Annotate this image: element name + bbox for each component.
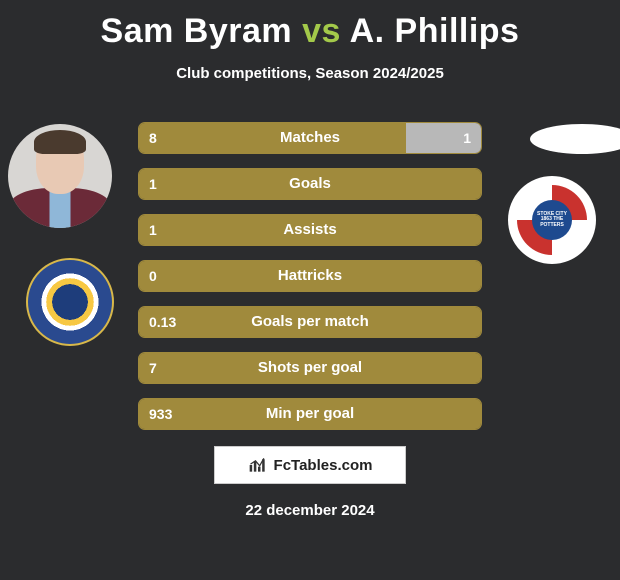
player1-name: Sam Byram [101, 12, 293, 50]
date-text: 22 december 2024 [0, 502, 620, 519]
player1-avatar [8, 124, 112, 228]
player2-name: A. Phillips [350, 12, 520, 50]
stat-label: Min per goal [139, 399, 481, 429]
subtitle: Club competitions, Season 2024/2025 [0, 65, 620, 82]
stat-row: 1Goals [138, 168, 482, 200]
player2-club-badge: STOKE CITY 1863 THE POTTERS [508, 176, 596, 264]
player1-club-badge [26, 258, 114, 346]
stat-label: Shots per goal [139, 353, 481, 383]
stat-label: Assists [139, 215, 481, 245]
stat-row: 0Hattricks [138, 260, 482, 292]
stat-label: Matches [139, 123, 481, 153]
stat-row: 81Matches [138, 122, 482, 154]
stats-bars: 81Matches 1Goals 1Assists 0Hattricks 0.13Goa… [138, 122, 482, 444]
player1-shirt [8, 188, 112, 228]
comparison-title: Sam Byram vs A. Phillips [0, 0, 620, 51]
stat-label: Hattricks [139, 261, 481, 291]
vs-text: vs [302, 12, 341, 50]
logo-text: FcTables.com [274, 457, 373, 474]
stoke-badge-center: STOKE CITY 1863 THE POTTERS [532, 200, 572, 240]
player1-hair [34, 130, 86, 154]
stat-label: Goals per match [139, 307, 481, 337]
stat-row: 933Min per goal [138, 398, 482, 430]
fctables-logo: FcTables.com [214, 446, 406, 484]
chart-icon [248, 456, 268, 474]
stat-label: Goals [139, 169, 481, 199]
player2-avatar [530, 124, 620, 154]
stat-row: 1Assists [138, 214, 482, 246]
stat-row: 7Shots per goal [138, 352, 482, 384]
stat-row: 0.13Goals per match [138, 306, 482, 338]
stoke-badge-stripes: STOKE CITY 1863 THE POTTERS [517, 185, 587, 255]
